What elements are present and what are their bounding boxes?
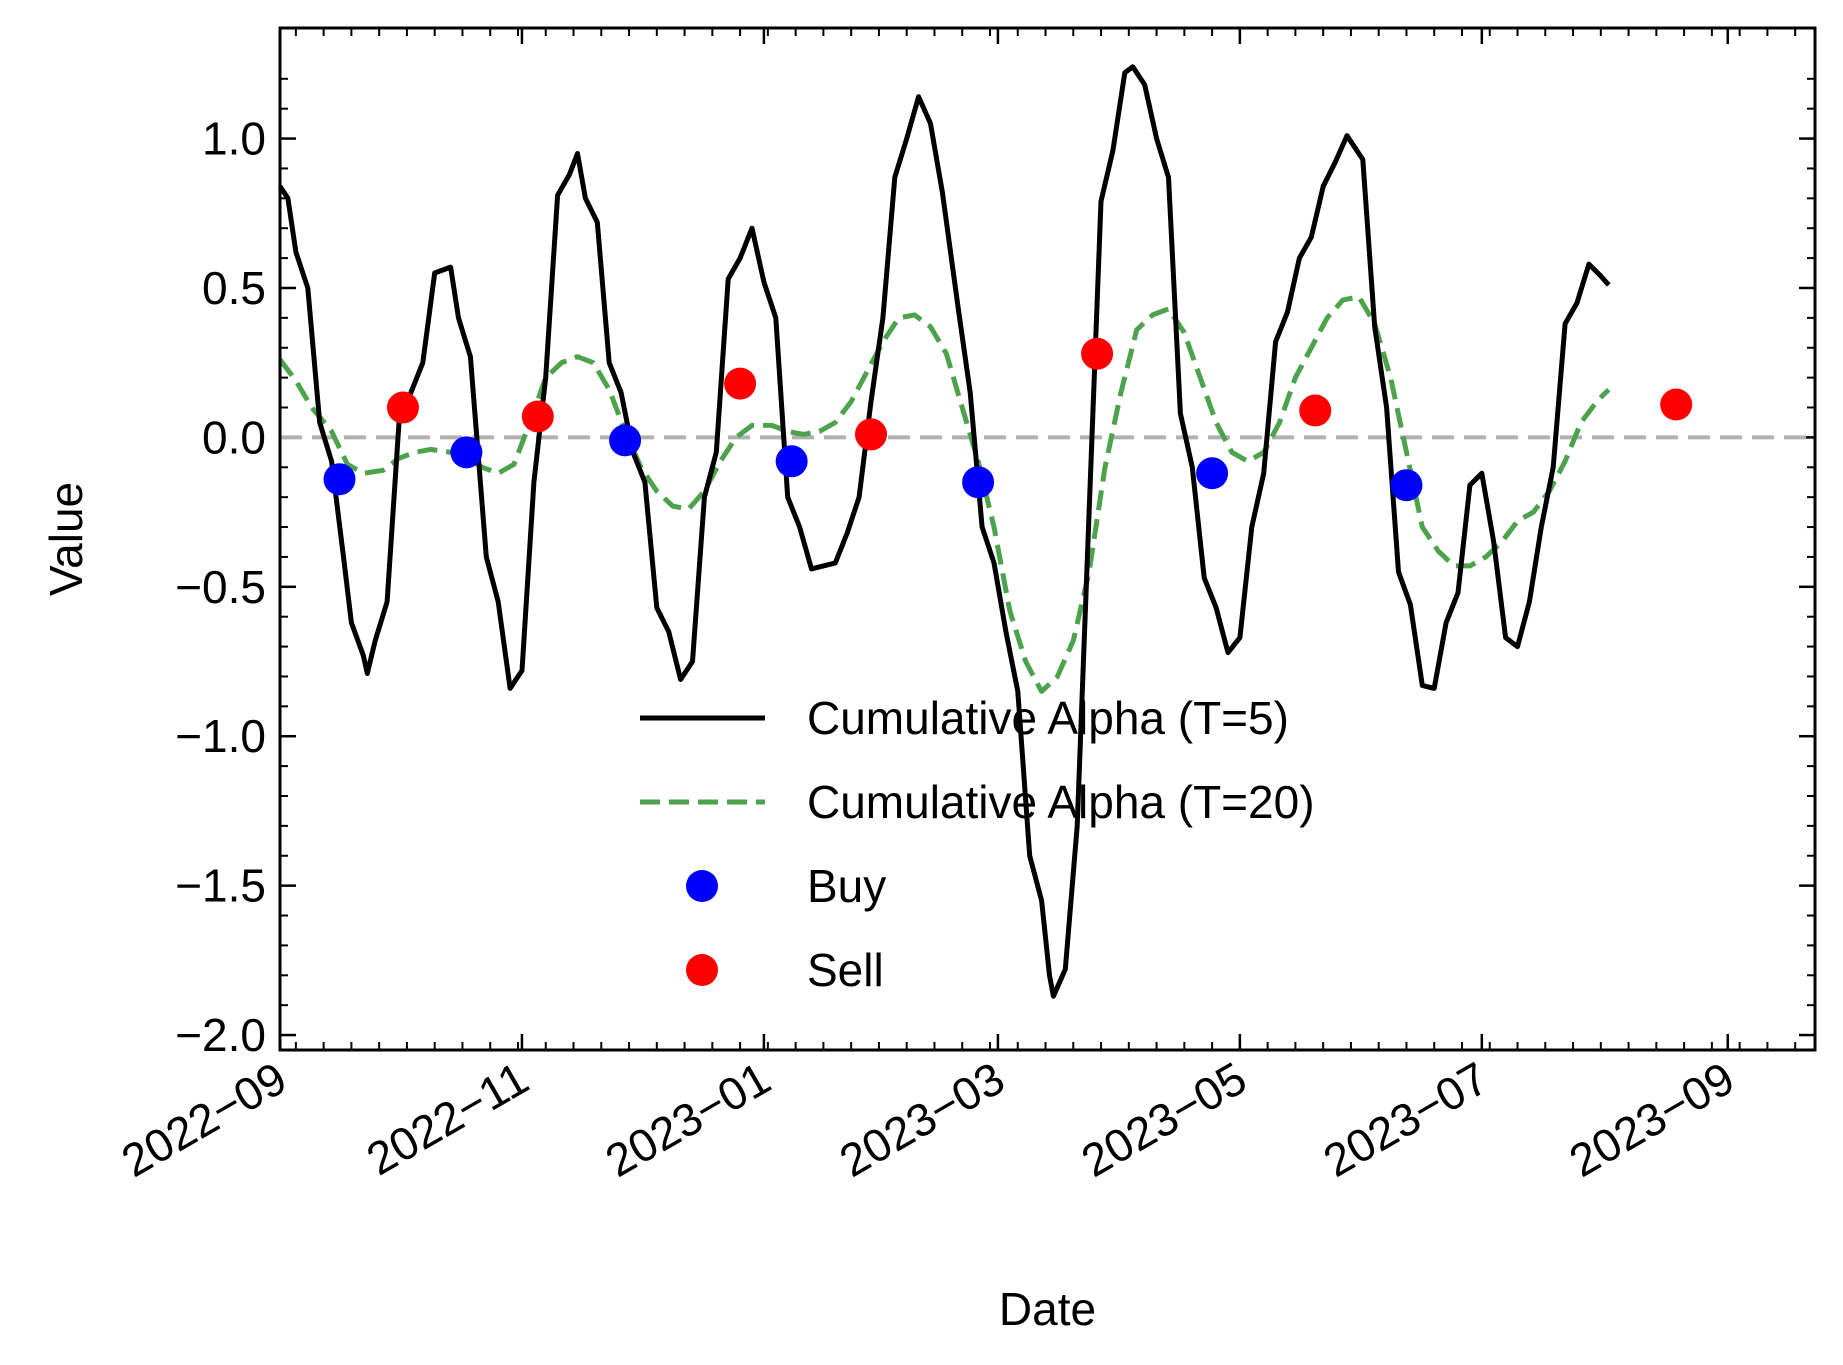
sell-marker	[1081, 337, 1114, 370]
buy-marker	[609, 424, 642, 457]
y-tick-label: 0.0	[202, 411, 266, 463]
buy-marker	[775, 445, 808, 478]
buy-marker	[450, 436, 483, 469]
x-tick-label: 2023−09	[1561, 1052, 1743, 1187]
series-line-alpha-t20	[278, 294, 1611, 694]
x-tick-label: 2023−01	[597, 1052, 779, 1187]
x-tick-label: 2023−03	[831, 1052, 1013, 1187]
buy-marker	[962, 466, 995, 499]
sell-marker	[1660, 388, 1693, 421]
legend-label: Buy	[807, 860, 886, 912]
y-tick-label: −0.5	[175, 561, 266, 613]
x-tick-label: 2023−07	[1315, 1052, 1497, 1187]
x-tick-label: 2023−05	[1073, 1052, 1255, 1187]
sell-marker	[1299, 394, 1332, 427]
sell-marker	[854, 418, 887, 451]
legend-label: Sell	[807, 944, 884, 996]
sell-marker	[386, 391, 419, 424]
sell-marker	[521, 400, 554, 433]
sell-marker	[724, 367, 757, 400]
y-tick-label: −2.0	[175, 1009, 266, 1061]
x-tick-label: 2022−11	[358, 1052, 537, 1186]
y-tick-label: −1.5	[175, 860, 266, 912]
x-axis-label: Date	[999, 1283, 1096, 1335]
legend-swatch-buy	[686, 870, 718, 902]
legend-label: Cumulative Alpha (T=20)	[807, 776, 1315, 828]
plot-frame	[278, 26, 1817, 1052]
legend-label: Cumulative Alpha (T=5)	[807, 692, 1289, 744]
y-tick-label: 1.0	[202, 113, 266, 165]
buy-marker	[323, 463, 356, 496]
legend-swatch-sell	[686, 954, 718, 986]
y-tick-label: −1.0	[175, 710, 266, 762]
plot-area	[277, 64, 1815, 999]
buy-marker	[1390, 469, 1423, 502]
series-line-alpha-t5	[277, 64, 1611, 999]
y-axis-label: Value	[40, 482, 92, 596]
buy-marker	[1196, 457, 1229, 490]
x-tick-label: 2022−09	[113, 1052, 295, 1187]
y-tick-label: 0.5	[202, 262, 266, 314]
legend: Cumulative Alpha (T=5) Cumulative Alpha (…	[640, 692, 1315, 996]
